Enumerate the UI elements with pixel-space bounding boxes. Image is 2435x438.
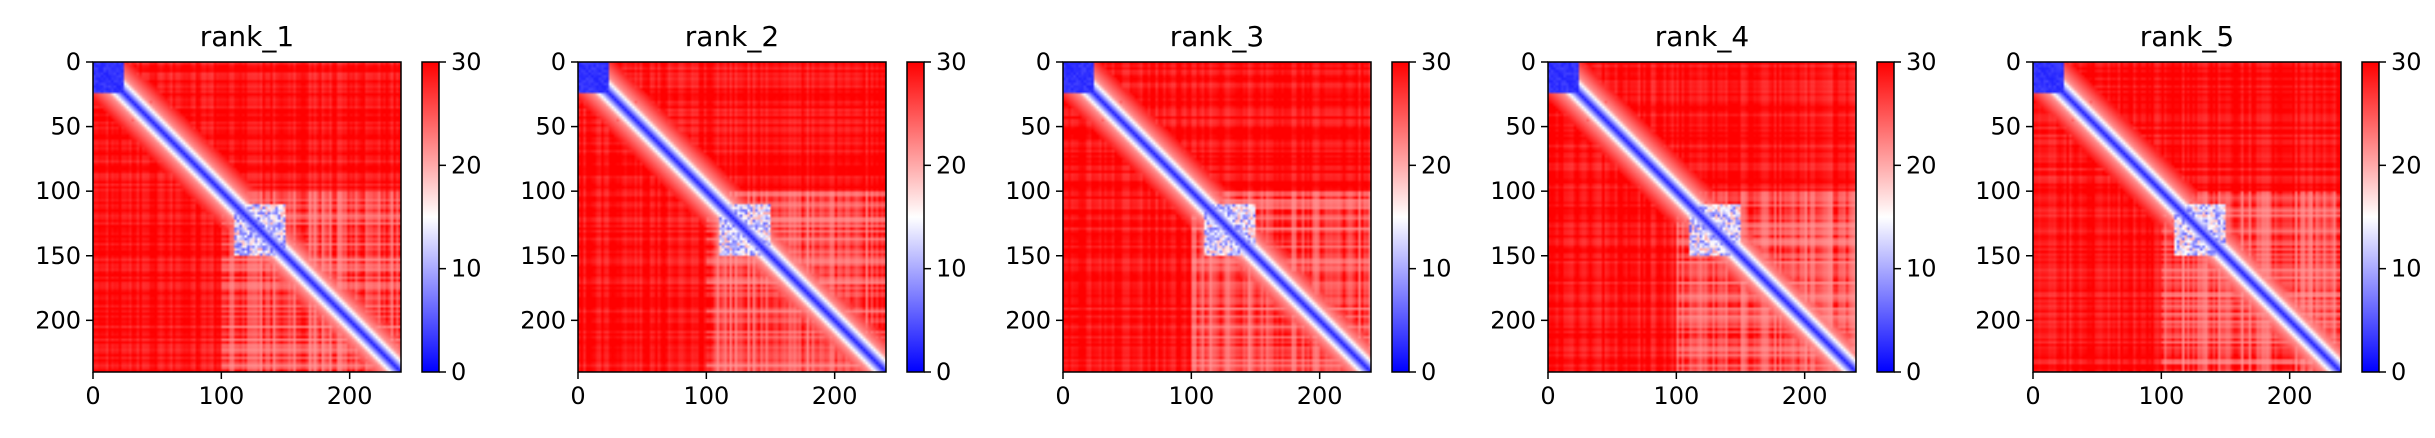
axes-frame	[577, 61, 887, 373]
x-tick-label: 0	[570, 382, 585, 410]
heatmap-image	[1548, 62, 1856, 372]
colorbar-tick-label: 0	[2391, 358, 2406, 386]
x-tick-label: 100	[198, 382, 244, 410]
heatmap-image	[2033, 62, 2341, 372]
heatmap-image	[578, 62, 886, 372]
x-tick-label: 0	[2025, 382, 2040, 410]
colorbar-tick-label: 30	[2391, 48, 2422, 76]
y-tick-label: 150	[520, 242, 566, 270]
heatmap-image	[1063, 62, 1371, 372]
colorbar-tick-label: 10	[1421, 255, 1452, 283]
heatmap-panel-3: rank_3 0 100 200 0 50 100 150 200 0 10 20 30	[1005, 20, 1451, 410]
colorbar-tick-label: 0	[1906, 358, 1921, 386]
colorbar-frame	[421, 61, 440, 373]
x-tick-label: 200	[327, 382, 373, 410]
colorbar-tick-label: 30	[451, 48, 482, 76]
y-tick-label: 100	[520, 177, 566, 205]
colorbar-tick-label: 0	[451, 358, 466, 386]
x-tick-label: 100	[1168, 382, 1214, 410]
heatmap-panel-4: rank_4 0 100 200 0 50 100 150 200 0 10 20 30	[1490, 20, 1936, 410]
x-tick-label: 0	[1055, 382, 1070, 410]
heatmap-panel-1: rank_1 0 100 200 0 50 100 150 200 0 10 20 30	[35, 20, 481, 410]
y-tick-label: 50	[1505, 113, 1536, 141]
colorbar-tick-label: 0	[936, 358, 951, 386]
y-tick-label: 200	[35, 306, 81, 334]
axes-frame	[1062, 61, 1372, 373]
colorbar-tick-label: 30	[936, 48, 967, 76]
y-tick-label: 150	[1490, 242, 1536, 270]
y-tick-label: 100	[1975, 177, 2021, 205]
y-tick-label: 200	[1490, 306, 1536, 334]
x-tick-label: 200	[1782, 382, 1828, 410]
colorbar-tick-label: 10	[2391, 255, 2422, 283]
colorbar	[907, 62, 924, 372]
x-tick-label: 100	[1653, 382, 1699, 410]
y-tick-label: 50	[535, 113, 566, 141]
axes-frame	[1547, 61, 1857, 373]
colorbar-tick-label: 20	[451, 151, 482, 179]
x-tick-label: 200	[812, 382, 858, 410]
colorbar-tick-label: 10	[451, 255, 482, 283]
colorbar	[422, 62, 439, 372]
y-tick-label: 200	[1975, 306, 2021, 334]
y-tick-label: 150	[35, 242, 81, 270]
y-tick-label: 50	[50, 113, 81, 141]
axes-frame	[2032, 61, 2342, 373]
y-tick-label: 0	[1521, 48, 1536, 76]
panel-title: rank_5	[2140, 20, 2234, 53]
y-tick-label: 200	[1005, 306, 1051, 334]
colorbar-frame	[1391, 61, 1410, 373]
colorbar-tick-label: 20	[1906, 151, 1937, 179]
y-tick-label: 0	[551, 48, 566, 76]
y-tick-label: 150	[1975, 242, 2021, 270]
x-tick-label: 200	[1297, 382, 1343, 410]
y-tick-label: 0	[66, 48, 81, 76]
y-tick-label: 0	[2006, 48, 2021, 76]
y-tick-label: 50	[1020, 113, 1051, 141]
colorbar-tick-label: 0	[1421, 358, 1436, 386]
colorbar-tick-label: 30	[1906, 48, 1937, 76]
colorbar-frame	[906, 61, 925, 373]
y-tick-label: 100	[1490, 177, 1536, 205]
colorbar-frame	[1876, 61, 1895, 373]
colorbar-tick-label: 10	[936, 255, 967, 283]
colorbar	[1877, 62, 1894, 372]
colorbar-tick-label: 20	[2391, 151, 2422, 179]
x-tick-label: 0	[85, 382, 100, 410]
y-tick-label: 200	[520, 306, 566, 334]
heatmap-panel-5: rank_5 0 100 200 0 50 100 150 200 0 10 20 30	[1975, 20, 2421, 410]
panel-title: rank_1	[200, 20, 294, 53]
axes-frame	[92, 61, 402, 373]
x-tick-label: 100	[2138, 382, 2184, 410]
colorbar	[1392, 62, 1409, 372]
panel-title: rank_4	[1655, 20, 1749, 53]
y-tick-label: 100	[35, 177, 81, 205]
colorbar	[2362, 62, 2379, 372]
panel-title: rank_3	[1170, 20, 1264, 53]
heatmap-panel-2: rank_2 0 100 200 0 50 100 150 200 0 10 20 30	[520, 20, 966, 410]
colorbar-tick-label: 20	[936, 151, 967, 179]
panel-title: rank_2	[685, 20, 779, 53]
y-tick-label: 0	[1036, 48, 1051, 76]
colorbar-tick-label: 30	[1421, 48, 1452, 76]
y-tick-label: 100	[1005, 177, 1051, 205]
y-tick-label: 50	[1990, 113, 2021, 141]
colorbar-frame	[2361, 61, 2380, 373]
x-tick-label: 0	[1540, 382, 1555, 410]
colorbar-tick-label: 10	[1906, 255, 1937, 283]
y-tick-label: 150	[1005, 242, 1051, 270]
x-tick-label: 100	[683, 382, 729, 410]
heatmap-image	[93, 62, 401, 372]
colorbar-tick-label: 20	[1421, 151, 1452, 179]
x-tick-label: 200	[2267, 382, 2313, 410]
